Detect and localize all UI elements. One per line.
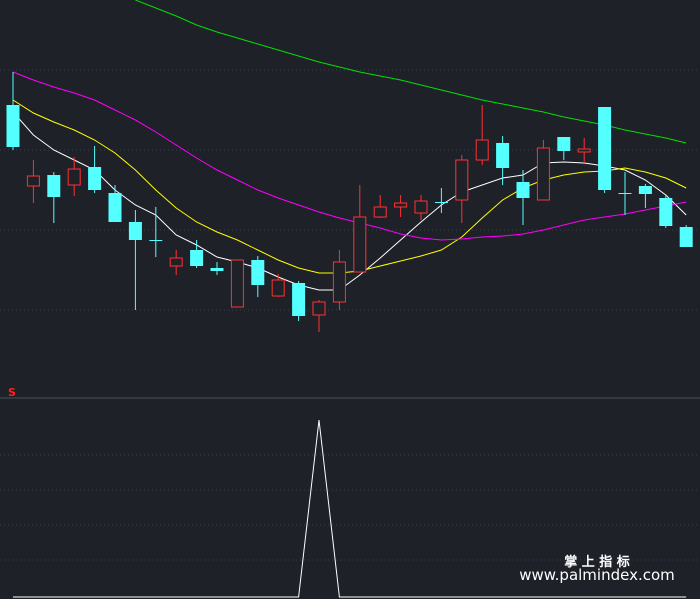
candle-body <box>169 257 183 267</box>
candle-body <box>128 222 142 240</box>
candle-body <box>598 107 612 190</box>
candle-body <box>108 193 122 222</box>
candle-body <box>210 268 224 271</box>
candle-body <box>271 279 285 297</box>
watermark-title: 掌 上 指 标 <box>564 554 630 570</box>
candle-body <box>312 301 326 316</box>
candle-body <box>373 206 387 218</box>
candle-body <box>88 167 102 190</box>
candle-body <box>149 240 163 241</box>
candle-body <box>536 147 550 201</box>
candle-body <box>679 227 693 247</box>
candle-body <box>292 283 306 316</box>
candle-body <box>434 202 448 203</box>
candle-body <box>577 148 591 153</box>
moving-average-line <box>12 71 687 241</box>
moving-average-line <box>12 111 687 291</box>
moving-average-line <box>12 99 687 274</box>
indicator-line <box>13 419 687 598</box>
candle-body <box>26 175 40 187</box>
candle-body <box>618 193 632 194</box>
candle-body <box>394 202 408 208</box>
candle-body <box>557 137 571 151</box>
moving-average-line <box>135 0 687 144</box>
candle-body <box>475 139 489 161</box>
candle-body <box>230 259 244 308</box>
candle-body <box>496 143 510 168</box>
candle-body <box>67 168 81 186</box>
candle-body <box>353 216 367 273</box>
candle-body <box>251 260 265 285</box>
candle-body <box>190 250 204 266</box>
candle-body <box>455 159 469 201</box>
candle-body <box>6 105 20 147</box>
candle-body <box>516 182 530 198</box>
candle-body <box>659 198 673 226</box>
watermark-url: www.palmindex.com <box>519 566 675 584</box>
candle-body <box>414 200 428 214</box>
candle-body <box>332 261 346 303</box>
candle-body <box>638 186 652 194</box>
indicator-label: S <box>8 386 16 399</box>
candle-body <box>47 175 61 197</box>
